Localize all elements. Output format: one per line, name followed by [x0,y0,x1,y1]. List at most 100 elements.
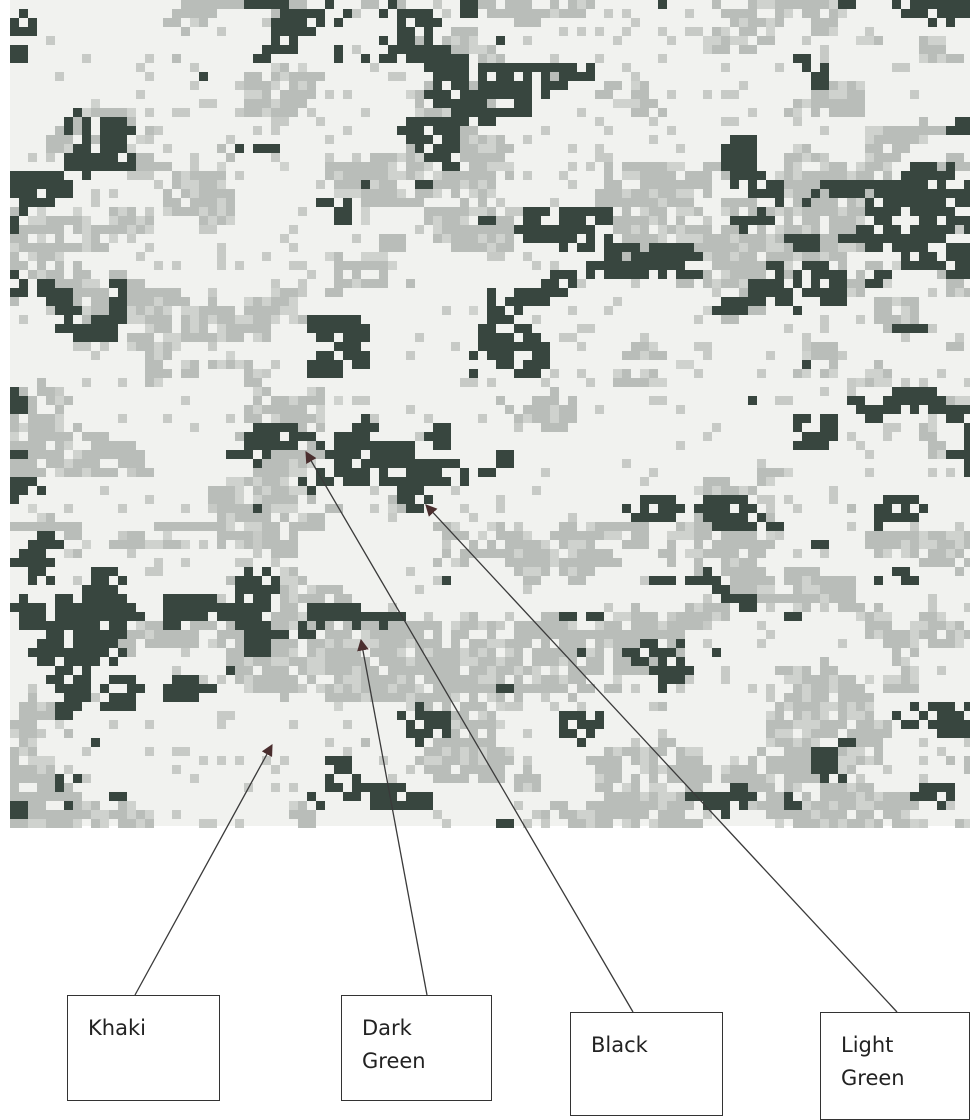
camo-pixel [937,747,946,756]
camo-pixel [343,693,352,702]
camo-pixel [82,585,91,594]
camo-pixel [919,711,928,720]
camo-pixel [379,180,388,189]
camo-pixel [127,234,136,243]
camo-pixel [883,432,892,441]
camo-pixel [37,414,46,423]
camo-pixel [658,504,667,513]
camo-pixel [136,630,145,639]
camo-pixel [550,801,559,810]
camo-pixel [208,288,217,297]
camo-pixel [676,441,685,450]
camo-pixel [820,801,829,810]
camo-pixel [424,792,433,801]
camo-pixel [325,171,334,180]
camo-pixel [541,81,550,90]
camo-pixel [46,252,55,261]
camo-pixel [856,729,865,738]
camo-pixel [82,315,91,324]
camo-pixel [361,612,370,621]
camo-pixel [604,189,613,198]
camo-pixel [424,612,433,621]
camo-pixel [739,171,748,180]
camo-pixel [109,630,118,639]
camo-pixel [91,198,100,207]
camo-pixel [388,783,397,792]
camo-pixel [820,153,829,162]
camo-pixel [370,171,379,180]
camo-pixel [181,540,190,549]
camo-pixel [145,324,154,333]
camo-pixel [703,306,712,315]
camo-pixel [586,324,595,333]
camo-pixel [802,819,811,828]
camo-pixel [847,747,856,756]
camo-pixel [964,0,970,9]
camo-pixel [676,666,685,675]
camo-pixel [541,378,550,387]
camo-pixel [298,801,307,810]
camo-pixel [379,261,388,270]
camo-pixel [343,90,352,99]
camo-pixel [181,522,190,531]
camo-pixel [19,288,28,297]
camo-pixel [172,603,181,612]
camo-pixel [856,792,865,801]
camo-pixel [82,342,91,351]
camo-pixel [28,18,37,27]
camo-pixel [82,612,91,621]
camo-pixel [820,441,829,450]
camo-pixel [388,774,397,783]
camo-pixel [262,387,271,396]
camo-pixel [757,576,766,585]
camo-pixel [271,360,280,369]
camo-pixel [658,234,667,243]
camo-pixel [586,243,595,252]
camo-pixel [712,486,721,495]
camo-pixel [280,162,289,171]
camo-pixel [793,306,802,315]
camo-pixel [307,666,316,675]
camo-pixel [523,99,532,108]
camo-pixel [163,594,172,603]
camo-pixel [811,702,820,711]
camo-pixel [469,27,478,36]
camo-pixel [73,576,82,585]
camo-pixel [910,666,919,675]
camo-pixel [217,333,226,342]
camo-pixel [730,576,739,585]
camo-pixel [685,531,694,540]
camo-pixel [739,9,748,18]
camo-pixel [208,306,217,315]
camo-pixel [676,630,685,639]
camo-pixel [631,801,640,810]
camo-pixel [667,126,676,135]
camo-pixel [280,396,289,405]
camo-pixel [901,9,910,18]
camo-pixel [19,171,28,180]
camo-pixel [487,171,496,180]
camo-pixel [226,189,235,198]
camo-pixel [694,549,703,558]
camo-pixel [397,630,406,639]
camo-pixel [685,27,694,36]
camo-pixel [496,63,505,72]
camo-pixel [532,576,541,585]
camo-pixel [28,729,37,738]
camo-pixel [406,675,415,684]
camo-pixel [145,810,154,819]
camo-pixel [478,648,487,657]
camo-pixel [910,0,919,9]
camo-pixel [766,765,775,774]
camo-pixel [910,675,919,684]
camo-pixel [685,9,694,18]
camo-pixel [946,756,955,765]
camo-pixel [361,162,370,171]
camo-pixel [442,117,451,126]
camo-pixel [433,216,442,225]
camo-pixel [361,171,370,180]
camo-pixel [307,612,316,621]
camo-pixel [577,810,586,819]
camo-pixel [748,576,757,585]
camo-pixel [721,585,730,594]
